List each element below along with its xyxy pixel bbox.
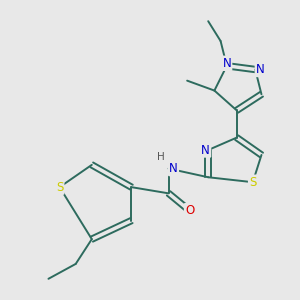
Text: N: N — [256, 63, 265, 76]
Text: S: S — [56, 181, 63, 194]
Text: H: H — [157, 152, 165, 162]
Text: N: N — [222, 57, 231, 70]
Text: S: S — [249, 176, 256, 189]
Text: O: O — [185, 204, 194, 217]
Text: N: N — [201, 143, 210, 157]
Text: N: N — [169, 162, 178, 175]
